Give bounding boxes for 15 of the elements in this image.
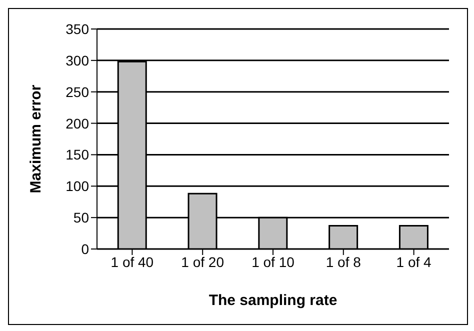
y-tick-label: 100 — [66, 178, 90, 194]
x-axis-title: The sampling rate — [208, 292, 338, 309]
x-tick-label: 1 of 8 — [326, 254, 362, 270]
y-tick-label: 250 — [66, 84, 90, 100]
y-tick-label: 150 — [66, 146, 90, 163]
x-tick-label: 1 of 40 — [110, 254, 154, 270]
x-tick-label: 1 of 20 — [181, 254, 224, 270]
y-tick-label: 50 — [73, 210, 90, 226]
x-tick-label: 1 of 10 — [252, 254, 295, 270]
y-tick-label: 300 — [66, 52, 90, 68]
y-tick-label: 200 — [66, 115, 90, 132]
x-tick-label: 1 of 4 — [396, 254, 432, 270]
y-tick-label: 0 — [81, 240, 90, 257]
y-axis-title: Maximum error — [27, 84, 44, 194]
y-tick-label: 350 — [66, 20, 90, 37]
